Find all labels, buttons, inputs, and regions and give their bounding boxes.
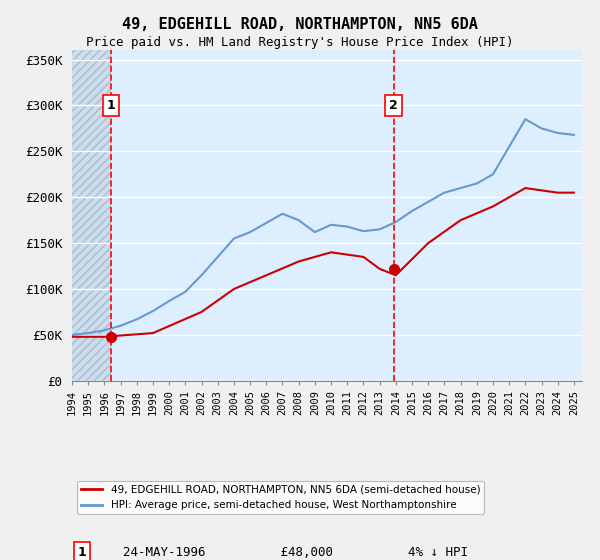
Text: 1: 1 <box>106 99 115 112</box>
Text: 24-MAY-1996          £48,000          4% ↓ HPI: 24-MAY-1996 £48,000 4% ↓ HPI <box>108 546 468 559</box>
Legend: 49, EDGEHILL ROAD, NORTHAMPTON, NN5 6DA (semi-detached house), HPI: Average pric: 49, EDGEHILL ROAD, NORTHAMPTON, NN5 6DA … <box>77 481 484 514</box>
Bar <box>394 50 582 381</box>
Text: Price paid vs. HM Land Registry's House Price Index (HPI): Price paid vs. HM Land Registry's House … <box>86 36 514 49</box>
Bar <box>72 50 110 381</box>
Text: 2: 2 <box>389 99 398 112</box>
Text: 1: 1 <box>78 546 86 559</box>
Text: 49, EDGEHILL ROAD, NORTHAMPTON, NN5 6DA: 49, EDGEHILL ROAD, NORTHAMPTON, NN5 6DA <box>122 17 478 32</box>
Bar <box>110 50 394 381</box>
